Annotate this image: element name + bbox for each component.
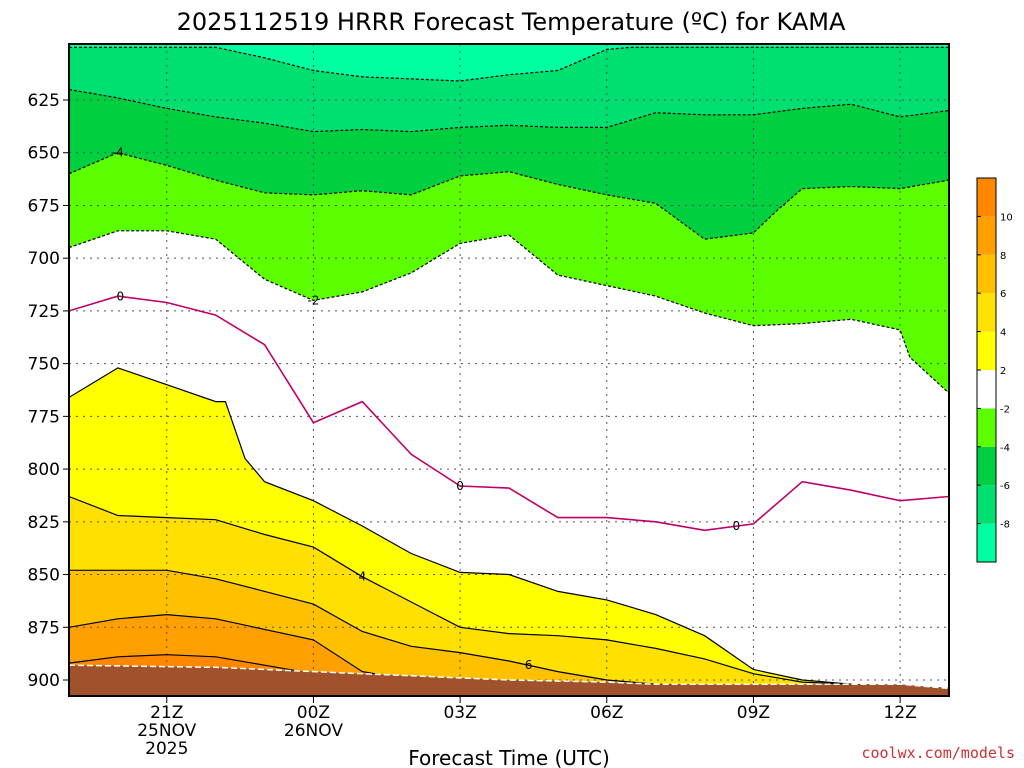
y-tick-label-875: 875 [28, 618, 60, 638]
x-tick-label-00Z-1: 26NOV [284, 721, 343, 741]
colorbar-tick-label-2: -4 [1000, 443, 1010, 454]
colorbar-tick-label-7: 8 [1000, 251, 1006, 262]
colorbar-band-1 [977, 485, 996, 524]
colorbar-band-5 [977, 331, 996, 370]
y-tick-label-650: 650 [28, 144, 60, 164]
colorbar-tick-label-6: 6 [1000, 289, 1006, 300]
contour-label-4-0: 4 [359, 570, 367, 584]
y-tick-label-675: 675 [28, 196, 60, 216]
x-tick-label-12Z-0: 12Z [883, 703, 916, 723]
colorbar-band-2 [977, 446, 996, 486]
colorbar-tick-label-5: 4 [1000, 328, 1006, 339]
x-tick-label-21Z-1: 25NOV [137, 721, 196, 741]
contour-line-minus-8 [69, 46, 949, 82]
contour-label-minus-4-0: -4 [112, 146, 124, 160]
y-tick-label-775: 775 [28, 407, 60, 427]
colorbar-band-0 [977, 523, 996, 562]
contour-lines: 4 6 0 0 0 -2 -4 [69, 46, 949, 689]
surface-layer [69, 664, 949, 696]
plot-frame [68, 43, 950, 697]
contour-label-0-1: 0 [456, 479, 464, 493]
below-ground-fill [69, 665, 949, 696]
contour-label-0-2: 0 [733, 519, 741, 533]
y-tick-label-850: 850 [28, 566, 60, 586]
y-tick-label-725: 725 [28, 302, 60, 322]
contour-line-4 [69, 495, 949, 689]
colorbar-band-8 [977, 216, 996, 255]
y-tick-label-700: 700 [28, 249, 60, 269]
colorbar-tick-label-0: -8 [1000, 520, 1010, 531]
temperature-fill-layer [69, 44, 949, 696]
colorbar-tick-label-3: -2 [1000, 404, 1010, 415]
colorbar-band-9 [977, 178, 996, 217]
y-tick-label-800: 800 [28, 460, 60, 480]
contour-line-0 [69, 295, 949, 532]
x-tick-label-03Z-0: 03Z [443, 703, 476, 723]
colorbar-band-3 [977, 408, 996, 447]
y-tick-label-900: 900 [28, 671, 60, 691]
contour-line-minus-2 [69, 230, 949, 394]
colorbar: -8 -6 -4 -2 2 4 6 8 10 [976, 177, 1013, 563]
y-tick-label-825: 825 [28, 513, 60, 533]
colorbar-band-7 [977, 254, 996, 294]
y-axis-ticks: 625 650 675 700 725 750 775 800 825 850 875 900 [28, 91, 69, 691]
colorbar-tick-label-1: -6 [1000, 481, 1010, 492]
surface-line [69, 664, 949, 690]
chart-title: 2025112519 HRRR Forecast Temperature (ºC… [177, 8, 846, 36]
x-tick-label-21Z-2: 2025 [145, 739, 188, 759]
x-tick-label-21Z-0: 21Z [150, 703, 183, 723]
colorbar-band-6 [977, 293, 996, 332]
x-axis-label: Forecast Time (UTC) [408, 746, 610, 768]
contour-label-6-0: 6 [525, 658, 533, 672]
x-tick-label-06Z-0: 06Z [590, 703, 623, 723]
contour-label-0-0: 0 [117, 289, 125, 303]
y-tick-label-750: 750 [28, 355, 60, 375]
colorbar-band-4 [977, 370, 996, 409]
contour-line-2 [69, 367, 949, 689]
x-tick-label-00Z-0: 00Z [297, 703, 330, 723]
contour-label-minus-2-0: -2 [307, 293, 319, 307]
x-tick-label-09Z-0: 09Z [737, 703, 770, 723]
colorbar-tick-label-8: 10 [1000, 212, 1013, 223]
colorbar-tick-label-4: 2 [1000, 366, 1006, 377]
credit-text: coolwx.com/models [861, 744, 1015, 762]
y-tick-label-625: 625 [28, 91, 60, 111]
